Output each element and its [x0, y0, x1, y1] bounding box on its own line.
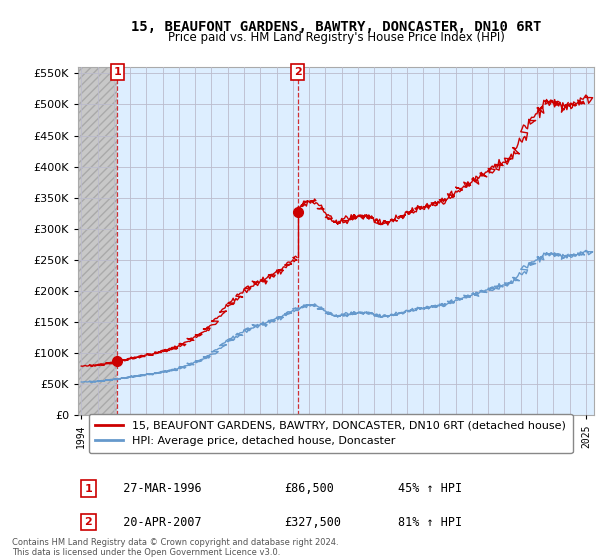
Text: £86,500: £86,500 — [284, 482, 334, 495]
Text: Price paid vs. HM Land Registry's House Price Index (HPI): Price paid vs. HM Land Registry's House … — [167, 31, 505, 44]
Text: £327,500: £327,500 — [284, 516, 341, 529]
Bar — [78, 67, 117, 415]
Text: 2: 2 — [294, 67, 301, 77]
Text: Contains HM Land Registry data © Crown copyright and database right 2024.
This d: Contains HM Land Registry data © Crown c… — [12, 538, 338, 557]
Text: 27-MAR-1996: 27-MAR-1996 — [109, 482, 202, 495]
Text: 45% ↑ HPI: 45% ↑ HPI — [398, 482, 462, 495]
Text: 1: 1 — [113, 67, 121, 77]
Text: 81% ↑ HPI: 81% ↑ HPI — [398, 516, 462, 529]
Text: 15, BEAUFONT GARDENS, BAWTRY, DONCASTER, DN10 6RT: 15, BEAUFONT GARDENS, BAWTRY, DONCASTER,… — [131, 20, 541, 34]
Text: 2: 2 — [85, 517, 92, 527]
Text: 20-APR-2007: 20-APR-2007 — [109, 516, 202, 529]
Legend: 15, BEAUFONT GARDENS, BAWTRY, DONCASTER, DN10 6RT (detached house), HPI: Average: 15, BEAUFONT GARDENS, BAWTRY, DONCASTER,… — [89, 414, 572, 453]
Text: 1: 1 — [85, 484, 92, 493]
